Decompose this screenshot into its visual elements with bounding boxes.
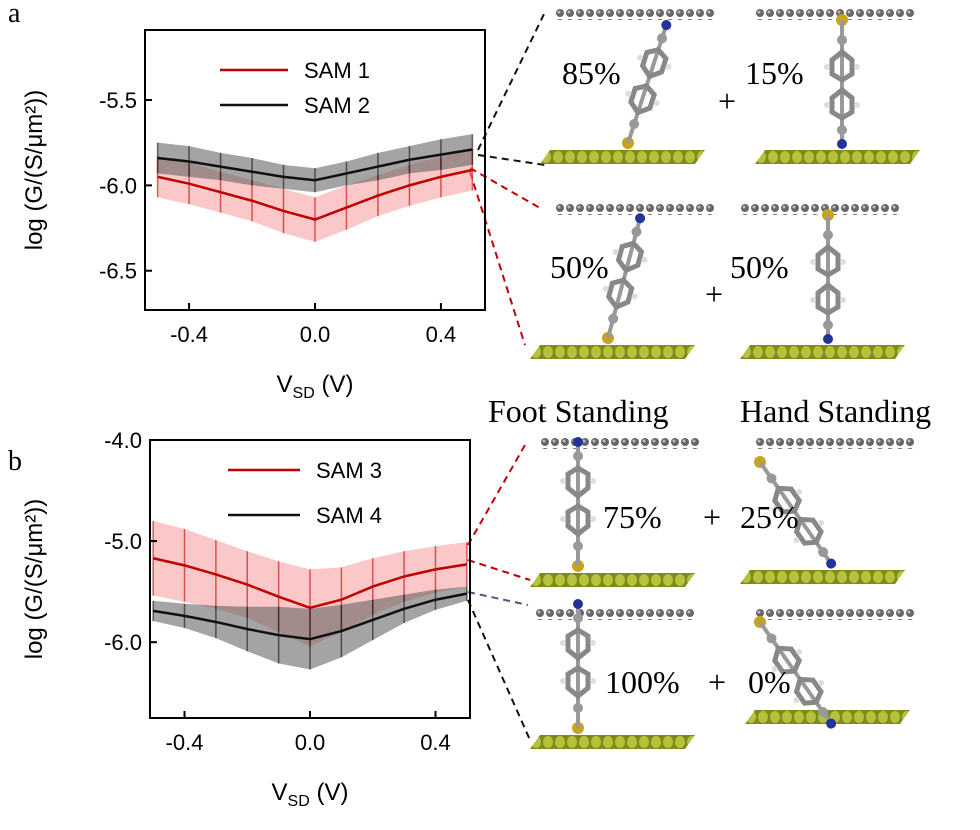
x-axis-label-unit: (V) bbox=[315, 371, 354, 398]
percentage: 25% bbox=[740, 499, 799, 535]
percentage: 0% bbox=[748, 664, 791, 700]
error-band bbox=[215, 605, 248, 652]
x-axis-label-main: V bbox=[277, 371, 293, 398]
series-line bbox=[157, 168, 473, 221]
series-line bbox=[157, 148, 473, 182]
x-axis-label-unit: (V) bbox=[310, 779, 349, 806]
series-line bbox=[152, 557, 468, 610]
error-band bbox=[310, 604, 342, 670]
panel-label: b bbox=[8, 446, 22, 477]
diagram-label: Hand Standing bbox=[740, 393, 931, 429]
x-axis-label-sub: SD bbox=[293, 385, 315, 402]
error-band bbox=[435, 586, 467, 610]
series-line bbox=[152, 592, 468, 641]
y-tick-label: -6.0 bbox=[99, 173, 137, 198]
error-band bbox=[404, 589, 436, 623]
molecule-diagram bbox=[530, 8, 920, 749]
x-axis-label: VSD (V) bbox=[272, 779, 349, 810]
legend-label: SAM 3 bbox=[316, 458, 382, 483]
x-tick-label: -0.4 bbox=[170, 322, 208, 347]
panel-label: a bbox=[8, 0, 21, 29]
y-axis-label: log (G/(S/μm²)) bbox=[21, 90, 48, 251]
percentage: 50% bbox=[730, 249, 789, 285]
legend-label: SAM 4 bbox=[316, 503, 382, 528]
y-axis-label: log (G/(S/μm²)) bbox=[21, 499, 48, 660]
y-tick-label: -4.0 bbox=[104, 428, 142, 453]
error-band bbox=[341, 599, 373, 658]
connectors bbox=[467, 11, 546, 741]
plot bbox=[156, 134, 474, 242]
percentage: 75% bbox=[603, 499, 662, 535]
plus: + bbox=[708, 664, 726, 700]
error-band bbox=[247, 606, 279, 664]
y-tick-label: -6.5 bbox=[99, 259, 137, 284]
legend-label: SAM 2 bbox=[304, 93, 370, 118]
y-tick-label: -6.0 bbox=[104, 630, 142, 655]
percentage: 85% bbox=[562, 55, 621, 91]
percentage: 15% bbox=[745, 55, 804, 91]
x-tick-label: 0.0 bbox=[295, 730, 326, 755]
y-tick-label: -5.5 bbox=[99, 88, 137, 113]
legend-label: SAM 1 bbox=[304, 58, 370, 83]
x-tick-label: 0.0 bbox=[300, 322, 331, 347]
plus: + bbox=[705, 276, 723, 312]
x-tick-label: 0.4 bbox=[426, 322, 457, 347]
x-axis-label: VSD (V) bbox=[277, 371, 354, 402]
percentage: 50% bbox=[550, 249, 609, 285]
error-band bbox=[372, 594, 405, 641]
plus: + bbox=[703, 499, 721, 535]
plus: + bbox=[718, 83, 736, 119]
percentage: 100% bbox=[605, 664, 680, 700]
x-tick-label: -0.4 bbox=[166, 730, 204, 755]
error-band bbox=[184, 603, 216, 639]
y-tick-label: -5.0 bbox=[104, 529, 142, 554]
x-axis-label-sub: SD bbox=[288, 793, 310, 810]
plot bbox=[152, 520, 468, 670]
x-axis-label-main: V bbox=[272, 779, 288, 806]
x-tick-label: 0.4 bbox=[420, 730, 451, 755]
diagram-label: Foot Standing bbox=[488, 393, 668, 429]
